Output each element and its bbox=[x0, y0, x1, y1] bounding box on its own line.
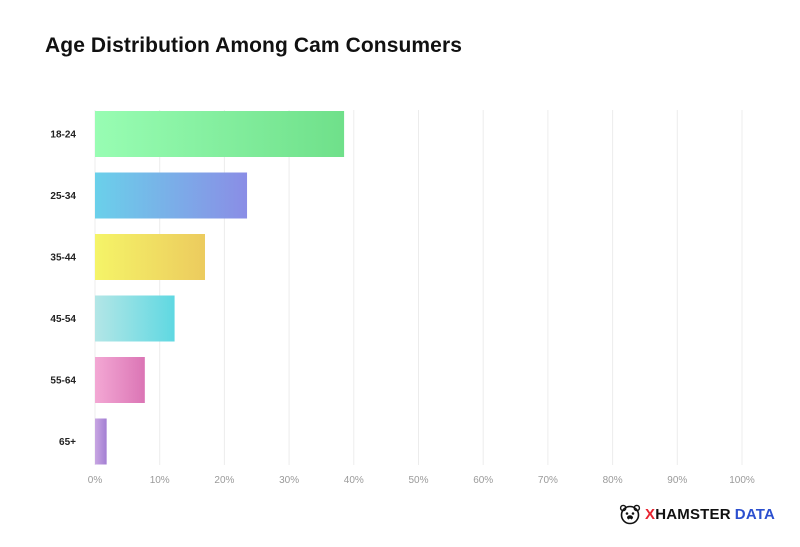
x-tick-label: 90% bbox=[667, 475, 687, 486]
category-label: 45-54 bbox=[50, 314, 76, 325]
category-label: 55-64 bbox=[50, 376, 76, 387]
hamster-face-icon bbox=[619, 504, 641, 525]
category-label: 25-34 bbox=[50, 191, 76, 202]
brand-x-letter: X bbox=[645, 505, 656, 523]
x-tick-label: 0% bbox=[88, 475, 103, 486]
category-label: 65+ bbox=[59, 437, 76, 448]
bar-35-44 bbox=[95, 234, 205, 280]
bar-65+ bbox=[95, 418, 107, 465]
bar-18-24 bbox=[95, 111, 345, 157]
brand-name: HAMSTER bbox=[655, 505, 731, 523]
x-axis-ticks: 0% 10% 20% 30% 40% 50% 60% 70% 80% 90% 100% bbox=[88, 475, 755, 486]
category-labels: 18-24 25-34 35-44 45-54 55-64 65+ bbox=[50, 130, 76, 449]
bar-25-34 bbox=[95, 172, 248, 219]
bar-55-64 bbox=[95, 357, 145, 403]
x-tick-label: 10% bbox=[150, 475, 170, 486]
gridlines bbox=[94, 110, 743, 465]
brand-wordmark: X HAMSTER DATA bbox=[645, 506, 775, 523]
brand-suffix: DATA bbox=[734, 505, 776, 523]
x-tick-label: 70% bbox=[538, 475, 558, 486]
x-tick-label: 40% bbox=[344, 475, 364, 486]
chart-title: Age Distribution Among Cam Consumers bbox=[45, 34, 463, 57]
bar-45-54 bbox=[95, 295, 175, 342]
x-tick-label: 50% bbox=[408, 475, 428, 486]
x-tick-label: 60% bbox=[473, 475, 493, 486]
bars bbox=[95, 111, 345, 465]
x-tick-label: 20% bbox=[214, 475, 234, 486]
brand-logo: X HAMSTER DATA bbox=[619, 503, 775, 525]
category-label: 18-24 bbox=[50, 130, 76, 141]
x-tick-label: 100% bbox=[729, 475, 755, 486]
category-label: 35-44 bbox=[50, 253, 76, 264]
x-tick-label: 30% bbox=[279, 475, 299, 486]
x-tick-label: 80% bbox=[603, 475, 623, 486]
